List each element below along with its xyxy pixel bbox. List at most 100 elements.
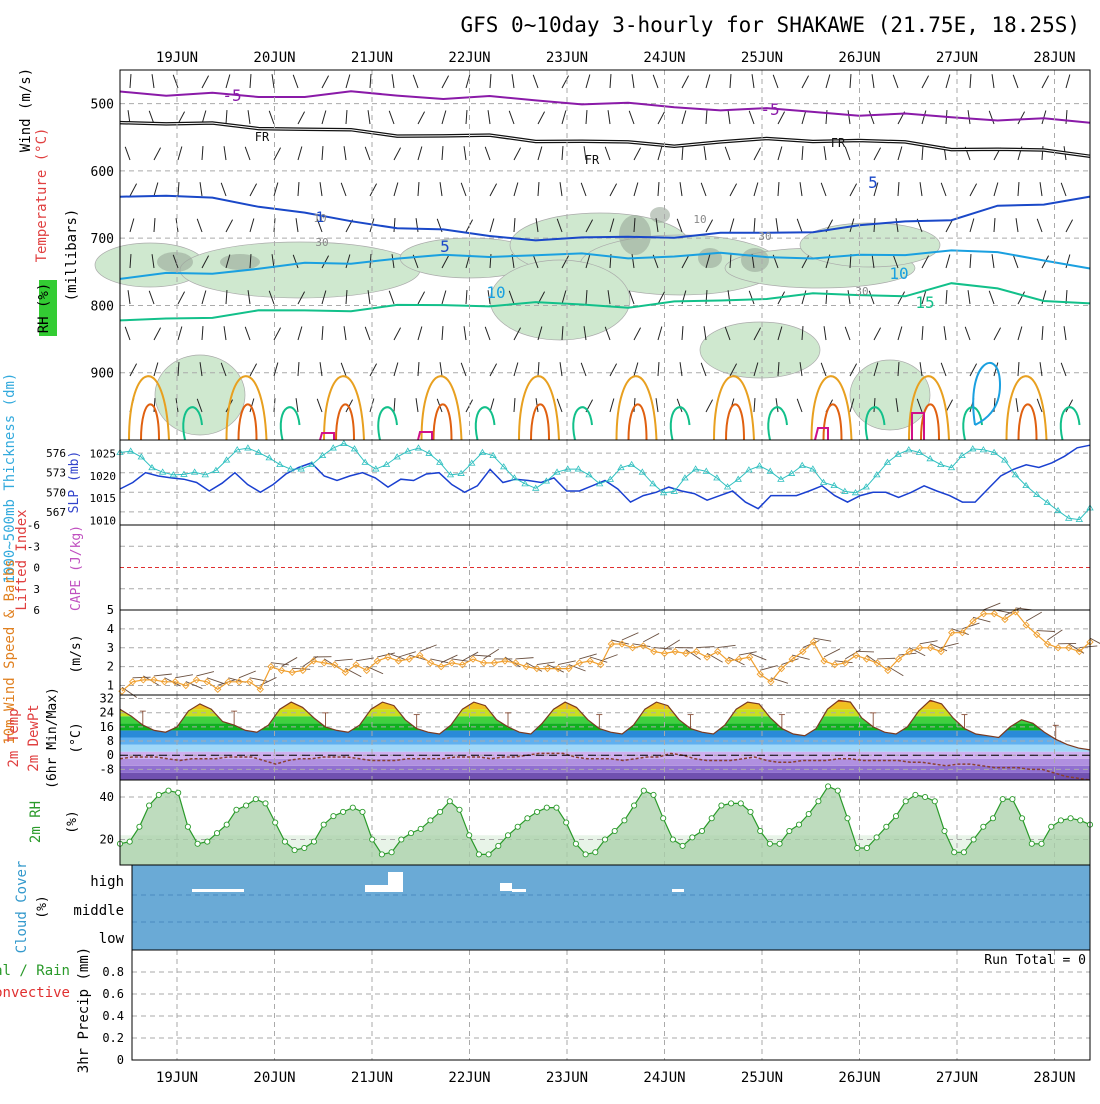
slp-tick-label: 1015	[90, 492, 117, 505]
slp-point	[245, 445, 251, 450]
wind-barb	[130, 74, 131, 88]
isotherm-cell	[815, 428, 828, 440]
rh-point	[156, 792, 161, 797]
dewpoint-axis-label: 2m DewPt	[26, 704, 42, 771]
wind-barb	[944, 326, 946, 340]
wind-barb	[730, 74, 731, 88]
wind-barb	[125, 147, 130, 160]
wind-barb	[992, 254, 994, 268]
isotherm-cell	[1061, 407, 1080, 440]
wind-barb	[341, 363, 346, 376]
rh-point	[612, 828, 617, 833]
wind-barb	[346, 75, 350, 88]
rh-point	[796, 822, 801, 827]
wind-barb	[298, 182, 299, 196]
wind-barb	[202, 291, 206, 304]
wind-barb	[704, 326, 706, 340]
wind-barb	[394, 328, 401, 340]
wind-barb	[1042, 76, 1049, 88]
wind-barb	[272, 74, 274, 88]
cloud-bar	[500, 883, 512, 891]
temp-tick-label: -8	[100, 762, 114, 776]
wind-barb	[874, 328, 881, 340]
rh-point	[971, 837, 976, 842]
rh-point	[457, 807, 462, 812]
wind-barb	[557, 399, 562, 412]
rh-point	[244, 803, 249, 808]
wind-barb	[749, 291, 754, 304]
wind-barb	[994, 218, 995, 232]
wind-barb-10m	[718, 645, 736, 647]
wind-barb	[413, 75, 418, 88]
wind-barb-10m	[1037, 631, 1055, 632]
slp-tick-label: 1010	[90, 515, 117, 528]
precip-total-label: Total / Rain	[0, 963, 70, 979]
rh-point	[874, 835, 879, 840]
wind-barb	[224, 326, 226, 340]
wind-barb	[704, 146, 706, 160]
wind-barb	[1066, 110, 1067, 124]
wind-barb	[442, 291, 446, 304]
rh-point	[1029, 841, 1034, 846]
pressure-tick-label: 500	[91, 98, 114, 113]
isotherm-cell	[378, 407, 397, 440]
rh-point	[622, 818, 627, 823]
rh-point	[864, 845, 869, 850]
wind-barb-10m	[282, 657, 298, 666]
wind-barb	[821, 183, 826, 196]
temp-axis-label: 2m Temp	[6, 708, 22, 767]
day-label-top: 22JUN	[448, 50, 490, 66]
wind-barb	[968, 110, 970, 124]
wind-barb	[826, 290, 827, 304]
wind-barb	[202, 146, 203, 160]
precip-axis-label: 3hr Precip (mm)	[76, 947, 92, 1073]
day-label-bottom: 28JUN	[1033, 1070, 1075, 1086]
rh-point	[826, 784, 831, 789]
wind-barb-10m	[877, 658, 895, 659]
wind-barb	[322, 326, 323, 340]
wind-barb	[1064, 326, 1066, 340]
rh-point	[923, 794, 928, 799]
isotherm-cell	[320, 433, 334, 440]
rh-point	[253, 797, 258, 802]
wind-barb	[418, 182, 419, 196]
wind-barb	[514, 363, 518, 376]
wind-barb	[296, 398, 298, 412]
wind-barb-10m	[516, 658, 534, 659]
wind-barb	[394, 183, 398, 196]
precip-tick-label: 0	[117, 1053, 124, 1067]
wind-barb	[797, 219, 802, 232]
wind-barb-10m	[1079, 646, 1097, 648]
rh-area-fill	[120, 786, 1090, 865]
wind-speed-line	[122, 612, 1090, 691]
cloud-bar	[512, 889, 526, 892]
wind-barb	[1066, 75, 1070, 88]
wind-barb	[1037, 219, 1042, 232]
pressure-tick-label: 900	[91, 367, 114, 382]
wind-barb	[1061, 183, 1066, 196]
wind-barb	[514, 148, 521, 160]
lifted-index-tick-label: 3	[33, 583, 40, 596]
rh2m-unit-label: (%)	[65, 810, 80, 833]
wind-barb	[560, 362, 562, 376]
wind-barb	[440, 182, 442, 196]
rh-tick-label: 20	[100, 833, 114, 847]
rh-point	[214, 831, 219, 836]
wind-barb	[293, 75, 298, 88]
thickness-tick-label: 570	[46, 486, 66, 499]
wind-barb	[634, 183, 638, 196]
wind-barb	[728, 110, 730, 124]
wind-barb	[965, 327, 970, 340]
wind-barb	[442, 146, 443, 160]
wind-barb	[317, 399, 322, 412]
rh-point	[350, 805, 355, 810]
wind-barb	[418, 362, 419, 376]
rh-point	[748, 809, 753, 814]
wind-barb	[658, 362, 659, 376]
wind-barb	[125, 327, 130, 340]
day-label-bottom: 21JUN	[351, 1070, 393, 1086]
rh-point	[1049, 824, 1054, 829]
wind-barb	[682, 111, 686, 124]
wind-barb	[562, 146, 563, 160]
wind-barb	[344, 146, 346, 160]
